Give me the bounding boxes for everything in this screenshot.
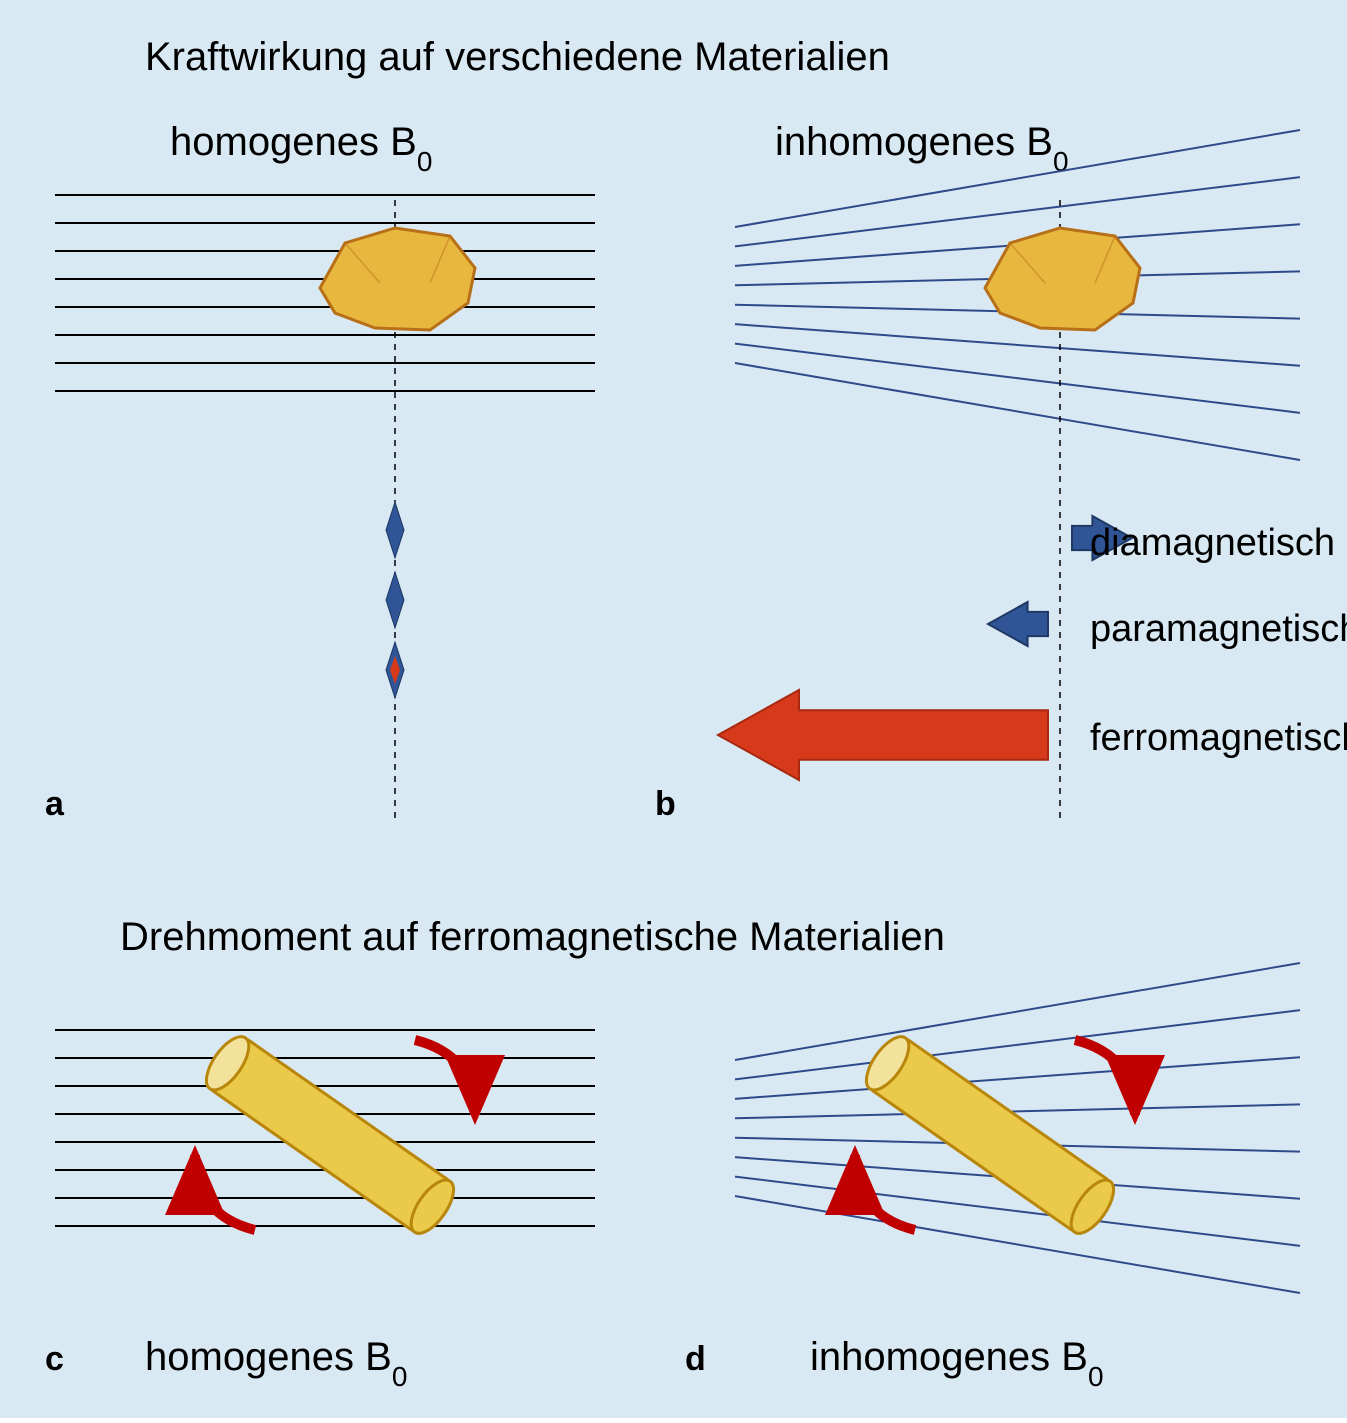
diagram-svg: Kraftwirkung auf verschiedene Materialie…	[0, 0, 1347, 1418]
panel-label-c: c	[45, 1340, 64, 1378]
label-diamagnetic: diamagnetisch	[1090, 522, 1335, 564]
title-force: Kraftwirkung auf verschiedene Materialie…	[145, 35, 890, 79]
label-paramagnetic: paramagnetisch	[1090, 608, 1347, 650]
blob-b	[985, 228, 1140, 330]
title-torque: Drehmoment auf ferromagnetische Material…	[120, 915, 945, 959]
panel-label-b: b	[655, 785, 676, 823]
panel-label-d: d	[685, 1340, 706, 1378]
label-ferromagnetic: ferromagnetisch	[1090, 717, 1347, 759]
blob-a	[320, 228, 475, 330]
diagram-canvas: Kraftwirkung auf verschiedene Materialie…	[0, 0, 1347, 1418]
background	[0, 0, 1347, 1418]
panel-label-a: a	[45, 785, 65, 823]
